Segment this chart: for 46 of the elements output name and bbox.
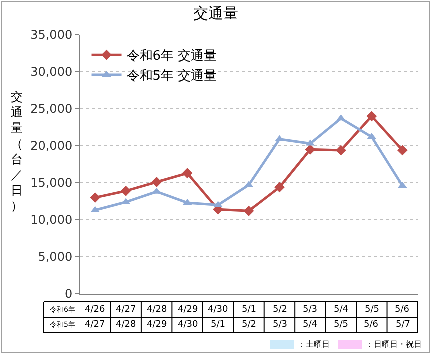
text: 4/28 (116, 320, 136, 330)
y-axis-title: 交通量（台／日） (11, 90, 23, 214)
text: 4/27 (85, 320, 106, 330)
text: 5/1 (211, 320, 226, 330)
legend-label: 令和6年 交通量 (126, 48, 218, 64)
y-tick-label: 35,000 (30, 28, 73, 42)
y-tick-label: 5,000 (38, 250, 73, 264)
point (120, 186, 132, 196)
point (90, 192, 101, 203)
text: 5/7 (396, 320, 410, 330)
x-tick-label: 5/2 (273, 305, 288, 315)
x-tick-label: 4/30 (208, 305, 228, 315)
x-tick-label: 4/28 (147, 305, 168, 315)
legend-label: 令和5年 交通量 (126, 68, 218, 84)
x-tick-label: 5/4 (334, 305, 349, 315)
text: 5/4 (303, 320, 318, 330)
text: 5/6 (364, 320, 379, 330)
text: 5/5 (334, 320, 348, 330)
x-tick-label: 4/27 (116, 305, 136, 315)
point (305, 144, 316, 155)
y-tick-label: 10,000 (30, 213, 73, 228)
x-tick-label: 4/29 (178, 305, 198, 315)
text: ：日曜日・祝日 (366, 340, 422, 349)
point (397, 145, 408, 156)
text: 4/30 (178, 320, 198, 330)
y-tick-label: 30,000 (30, 65, 73, 80)
y-tick-label: 20,000 (30, 139, 73, 154)
x-tick-label: 5/6 (395, 305, 410, 315)
point (366, 111, 378, 122)
text: 5/3 (273, 320, 288, 330)
text: 5/2 (242, 320, 256, 330)
text: 4/29 (147, 320, 168, 330)
point (244, 206, 254, 216)
text: ：土曜日 (298, 340, 330, 349)
y-tick-label: 0 (64, 287, 73, 302)
y-tick-label: 15,000 (30, 176, 73, 190)
y-tick-label: 25,000 (30, 102, 73, 116)
x-tick-label: 5/1 (242, 305, 256, 315)
x-tick-label: 4/26 (85, 305, 106, 315)
x-tick-label: 5/3 (303, 305, 318, 315)
point (274, 182, 285, 193)
chart-title: 交通量 (194, 4, 238, 22)
point (336, 145, 346, 156)
point (182, 168, 193, 179)
point (152, 177, 162, 188)
x-tick-label: 5/5 (365, 305, 380, 315)
